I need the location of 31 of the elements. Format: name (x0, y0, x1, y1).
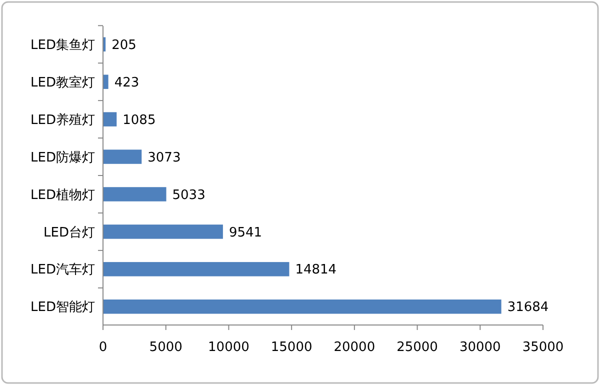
bar (103, 262, 290, 276)
y-tick-label: LED集鱼灯 (30, 38, 95, 53)
x-tick-label: 10000 (208, 340, 250, 355)
data-label: 31684 (507, 300, 549, 316)
data-label: 5033 (172, 188, 206, 203)
x-tick-label: 35000 (522, 340, 564, 355)
y-tick-label: LED植物灯 (30, 188, 95, 203)
bar (103, 112, 117, 126)
y-tick-label: LED智能灯 (30, 300, 95, 316)
y-tick-label: LED防爆灯 (30, 150, 95, 166)
x-tick-label: 0 (98, 340, 108, 355)
y-tick-label: LED汽车灯 (30, 262, 95, 278)
bar (103, 187, 166, 202)
data-label: 1085 (122, 112, 156, 128)
bar (103, 224, 223, 239)
x-tick-label: 25000 (396, 340, 438, 355)
data-label: 9541 (228, 225, 262, 240)
x-tick-label: 30000 (459, 340, 501, 355)
x-tick-label: 5000 (149, 340, 182, 355)
data-label: 205 (112, 38, 136, 53)
y-tick-label: LED养殖灯 (30, 112, 95, 128)
data-label: 3073 (148, 150, 181, 166)
y-tick-label: LED台灯 (44, 225, 95, 240)
bar (103, 74, 108, 89)
bar (103, 150, 142, 164)
bar (103, 300, 502, 314)
x-tick-label: 15000 (270, 340, 312, 355)
x-tick-label: 20000 (334, 340, 376, 355)
y-tick-label: LED教室灯 (30, 74, 95, 90)
data-label: 423 (114, 75, 140, 90)
data-label: 14814 (295, 262, 337, 278)
